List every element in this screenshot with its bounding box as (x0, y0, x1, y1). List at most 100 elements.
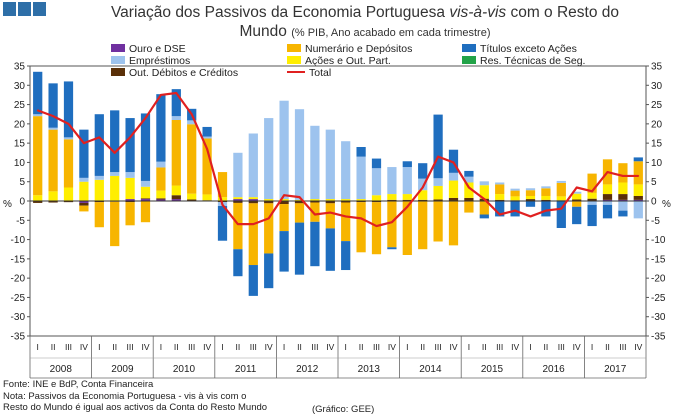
bar-outdebitos-6 (125, 201, 135, 203)
chart-credit: (Gráfico: GEE) (312, 404, 375, 415)
bar-emprestimos-11 (202, 136, 212, 139)
bar-acoes-30 (495, 194, 505, 200)
quarter-label-21: II (359, 342, 364, 352)
bar-emprestimos-9 (171, 116, 181, 120)
quarter-label-12: I (221, 342, 223, 352)
bar-outdebitos-39 (633, 195, 643, 200)
total-point-10 (190, 113, 193, 116)
bar-acoes-16 (279, 199, 289, 201)
bar-numerario-27 (448, 201, 459, 246)
bar-emprestimos-27 (448, 172, 459, 181)
total-point-21 (360, 217, 362, 220)
bar-acoes-22 (371, 195, 382, 201)
quarter-label-22: III (373, 342, 380, 352)
legend-numerario: Numerário e Depósitos (287, 43, 412, 55)
total-point-35 (575, 186, 578, 189)
bar-outdebitos-25 (418, 199, 428, 201)
legend-swatch-titulos (462, 44, 476, 52)
total-point-2 (67, 122, 70, 125)
bar-acoes-2 (63, 187, 74, 201)
ytick-label-left-13: -30 (11, 312, 26, 323)
quarter-label-14: III (250, 342, 257, 352)
bar-numerario-18 (310, 202, 320, 222)
quarter-label-2: III (65, 342, 72, 352)
bar-acoes-23 (387, 194, 397, 200)
note-line-1: Nota: Passivos da Economia Portuguesa - … (3, 390, 247, 402)
bar-numerario-34 (556, 182, 566, 197)
bar-titulos-3 (79, 129, 89, 178)
bar-titulos-14 (248, 265, 258, 296)
bar-acoes-28 (464, 182, 474, 198)
bar-acoes-17 (294, 199, 305, 201)
bar-numerario-9 (171, 120, 181, 186)
bar-emprestimos-5 (110, 172, 120, 176)
bar-titulos-2 (63, 81, 74, 138)
bar-numerario-14 (248, 203, 258, 266)
bar-titulos-39 (633, 157, 643, 162)
bar-numerario-21 (356, 202, 366, 253)
legend-swatch-emprestimos (111, 56, 125, 64)
bar-numerario-22 (371, 202, 382, 255)
legend-swatch-ouro (111, 44, 125, 52)
bar-numerario-12 (217, 172, 228, 198)
bar-acoes-18 (310, 199, 320, 201)
bar-acoes-13 (233, 197, 243, 200)
ytick-label-right-4: 15 (651, 139, 663, 150)
total-point-12 (221, 203, 224, 206)
quarter-label-36: I (591, 342, 593, 352)
bar-outdebitos-10 (187, 199, 197, 201)
bar-outdebitos-38 (618, 194, 628, 200)
bar-outdebitos-22 (371, 201, 382, 203)
quarter-label-6: III (127, 342, 134, 352)
total-point-0 (36, 109, 39, 112)
bar-titulos-12 (217, 206, 228, 241)
quarter-label-7: IV (141, 342, 149, 352)
bar-emprestimos-28 (464, 176, 474, 183)
bar-emprestimos-2 (63, 137, 74, 140)
bar-numerario-29 (479, 201, 489, 215)
chart-subtitle: (% PIB, Ano acabado em cada trimestre) (291, 27, 491, 39)
year-label-2008: 2008 (50, 364, 73, 375)
legend-tecnicas: Res. Técnicas de Seg. (462, 55, 585, 67)
legend-line-total (287, 71, 305, 73)
bar-titulos-36 (587, 204, 597, 227)
ytick-label-left-3: 20 (14, 119, 26, 130)
bar-emprestimos-37 (602, 201, 613, 205)
bar-titulos-4 (94, 114, 104, 176)
yaxis-label-left: % (3, 199, 12, 210)
bar-outdebitos-18 (310, 201, 320, 203)
bar-numerario-17 (294, 203, 305, 223)
legend-swatch-acoes (287, 56, 301, 64)
bar-outdebitos-7 (140, 198, 151, 200)
bar-numerario-16 (279, 204, 289, 232)
bar-titulos-30 (495, 201, 505, 217)
bar-ouro-13 (233, 199, 243, 201)
bar-acoes-39 (633, 184, 643, 196)
total-point-7 (144, 117, 147, 119)
logo (3, 2, 47, 16)
total-point-23 (391, 221, 393, 224)
quarter-label-34: III (558, 342, 565, 352)
bar-outdebitos-8 (156, 198, 166, 200)
total-point-36 (591, 190, 593, 193)
bar-outdebitos-21 (356, 201, 366, 203)
ytick-label-left-12: -25 (11, 293, 26, 304)
bar-titulos-24 (402, 161, 412, 168)
bar-acoes-9 (171, 185, 181, 196)
legend-total: Total (287, 67, 331, 79)
total-point-27 (452, 161, 455, 164)
bar-titulos-35 (572, 206, 582, 225)
quarter-label-25: II (420, 342, 425, 352)
ytick-label-right-5: 10 (651, 158, 663, 169)
bar-emprestimos-36 (587, 201, 597, 205)
bar-titulos-18 (310, 221, 320, 267)
bar-acoes-32 (525, 195, 536, 200)
bar-outdebitos-28 (464, 197, 474, 201)
ytick-label-right-0: 35 (651, 62, 663, 73)
bar-outdebitos-2 (63, 201, 74, 203)
quarter-label-30: III (496, 342, 503, 352)
year-label-2017: 2017 (604, 364, 627, 375)
bar-numerario-32 (525, 190, 536, 196)
bar-numerario-0 (33, 116, 43, 196)
bar-acoes-15 (264, 199, 274, 201)
